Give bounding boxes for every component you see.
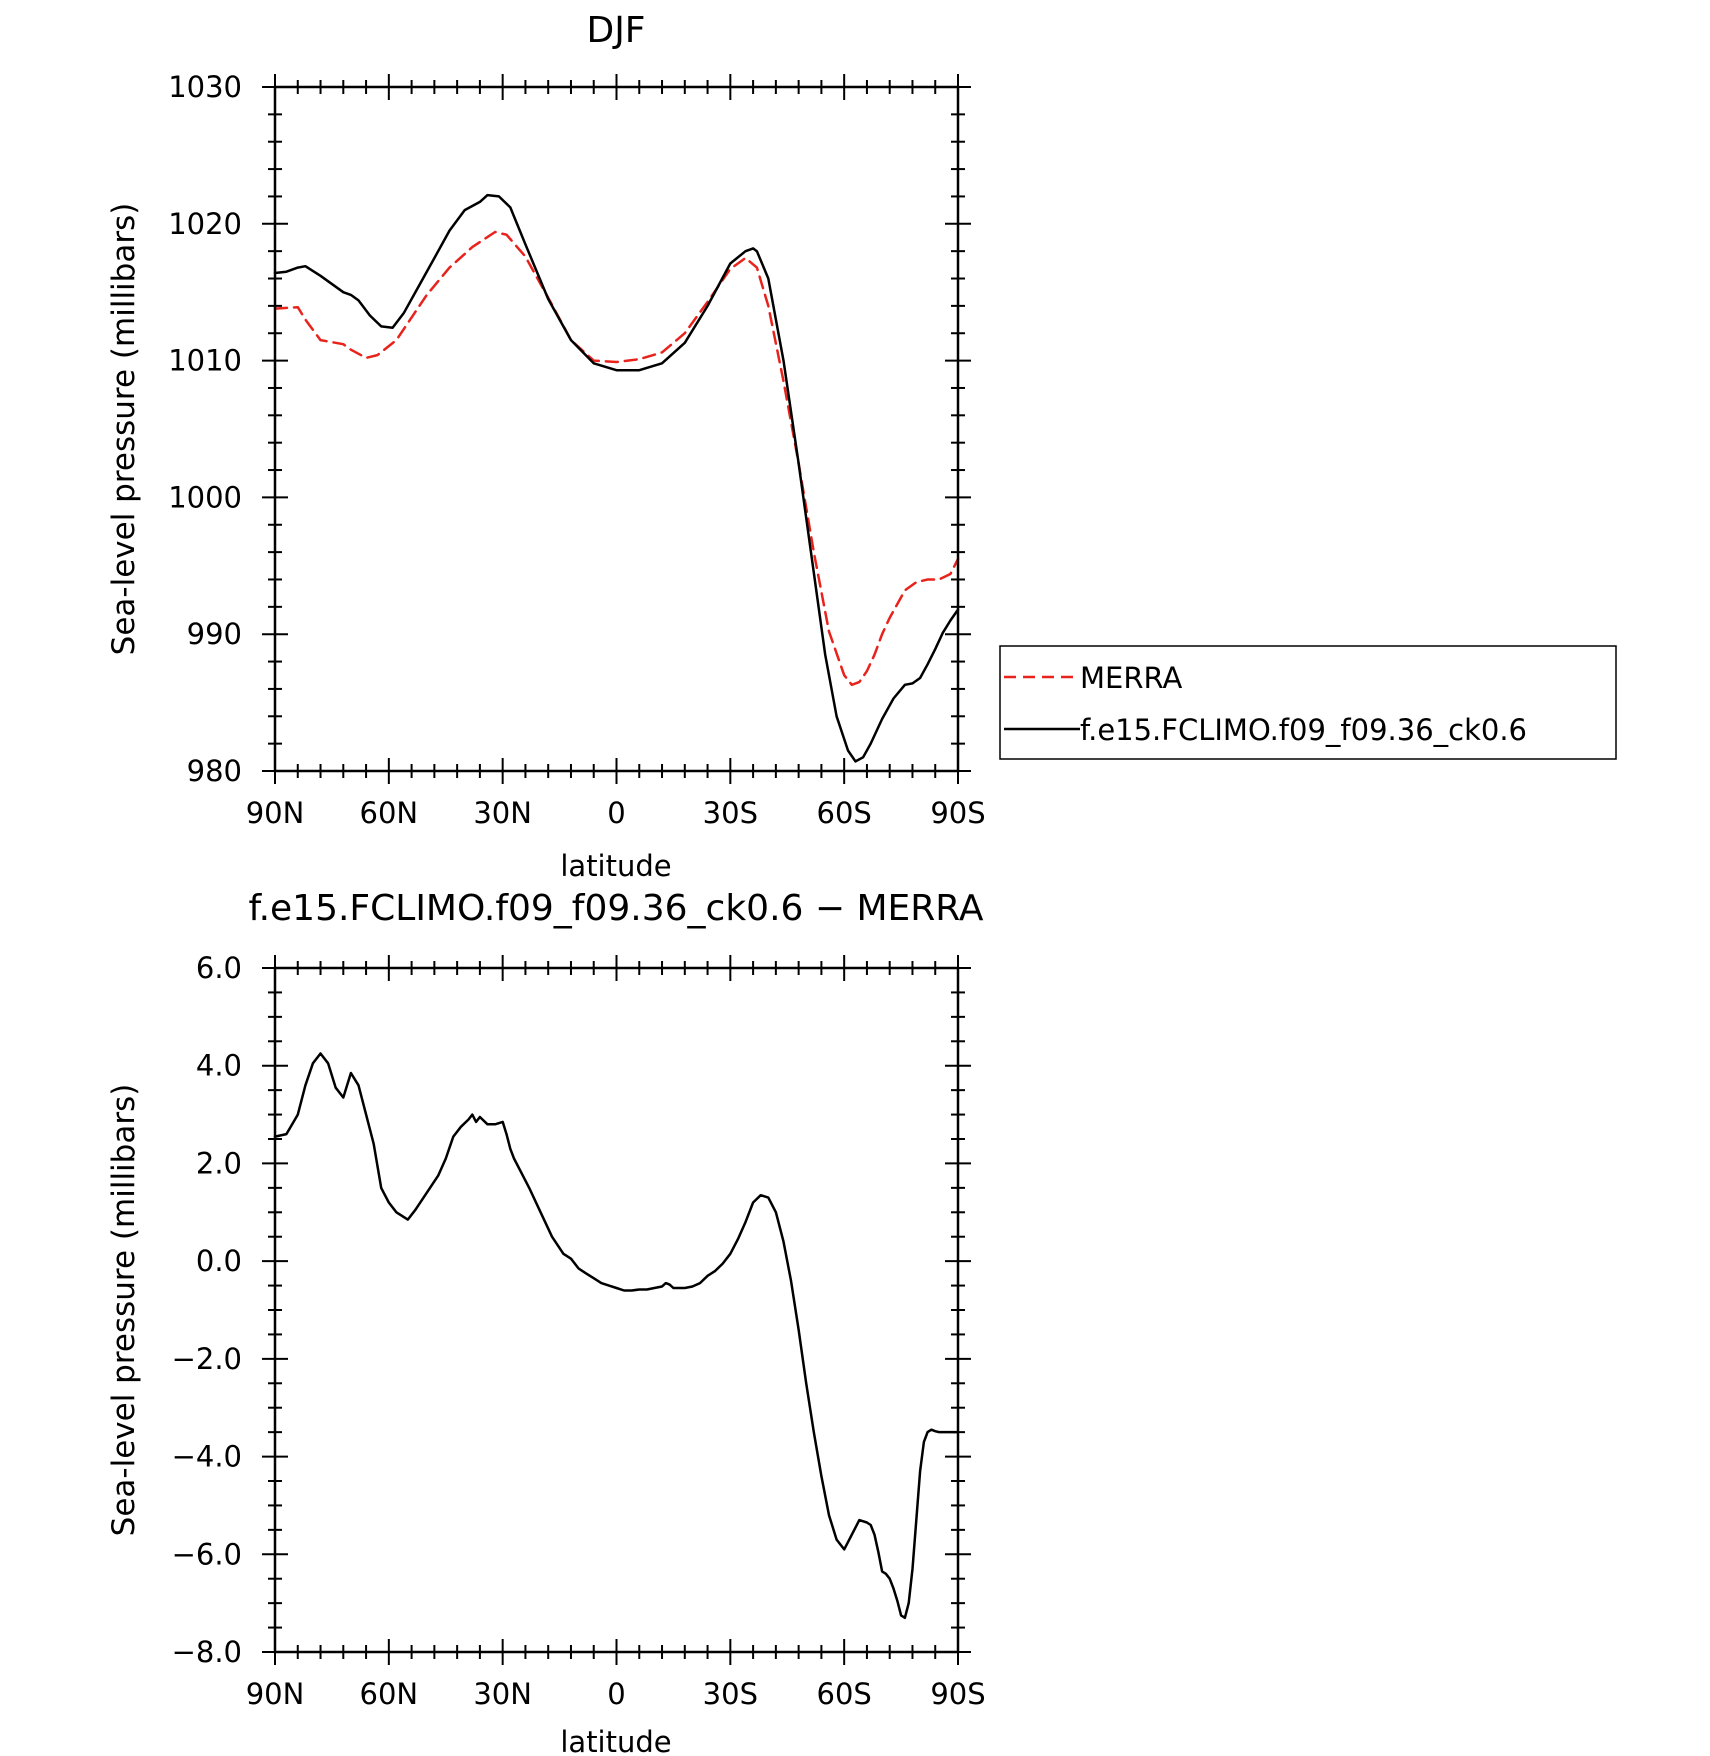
x-tick-label: 60S [817,796,872,830]
y-tick-label: −8.0 [172,1635,242,1669]
panel-2-plot-frame [273,966,960,1654]
panel-1-x-tick-labels: 90N 60N 30N 0 30S 60S 90S [246,796,986,830]
x-tick-label: 0 [607,1677,625,1711]
legend-label-model: f.e15.FCLIMO.f09_f09.36_ck0.6 [1080,713,1527,747]
panel-2-series-line-0 [273,1052,960,1620]
panel-2-title: f.e15.FCLIMO.f09_f09.36_ck0.6 − MERRA [249,888,984,929]
panel-1-ticks [262,74,971,784]
y-tick-label: 6.0 [196,951,242,985]
y-tick-label: 980 [187,754,242,788]
panel-2-y-tick-labels: 6.0 4.0 2.0 0.0 −2.0 −4.0 −6.0 −8.0 [172,951,242,1669]
y-tick-label: 1030 [168,70,242,104]
panel-1-plot-frame [273,85,960,773]
panel-2-x-axis-label: latitude [560,1725,671,1756]
y-tick-label: −2.0 [172,1342,242,1376]
x-tick-label: 60N [360,796,419,830]
x-tick-label: 30S [703,1677,758,1711]
panel-2-ticks [262,955,971,1665]
x-tick-label: 0 [607,796,625,830]
legend: MERRA f.e15.FCLIMO.f09_f09.36_ck0.6 [999,645,1617,760]
panel-2-x-tick-labels: 90N 60N 30N 0 30S 60S 90S [246,1677,986,1711]
y-tick-label: −4.0 [172,1440,242,1474]
legend-box [999,645,1617,760]
panel-1-x-axis-label: latitude [560,849,671,883]
y-tick-label: 990 [187,617,242,651]
panel-1-title: DJF [586,10,645,51]
y-tick-label: 1020 [168,207,242,241]
y-tick-label: 1010 [168,344,242,378]
panel-2-series [273,1052,960,1620]
panel-1-series-merra [273,230,960,687]
y-tick-label: −6.0 [172,1537,242,1571]
djf-pressure-panel: DJF 1030 1020 1010 1000 990 980 90N 60N 30N 0 30S… [106,10,1617,883]
y-tick-label: 4.0 [196,1049,242,1083]
x-tick-label: 60N [360,1677,419,1711]
x-tick-label: 90S [930,1677,985,1711]
x-tick-label: 30N [473,1677,532,1711]
difference-panel: f.e15.FCLIMO.f09_f09.36_ck0.6 − MERRA 6.… [106,888,986,1756]
panel-1-y-axis-label: Sea-level pressure (millibars) [106,203,142,656]
legend-label-merra: MERRA [1080,661,1182,695]
x-tick-label: 60S [817,1677,872,1711]
x-tick-label: 90S [930,796,985,830]
panel-1-series [273,193,960,763]
panel-2-y-axis-label: Sea-level pressure (millibars) [106,1084,142,1537]
x-tick-label: 90N [246,1677,305,1711]
panel-1-y-tick-labels: 1030 1020 1010 1000 990 980 [168,70,242,788]
panel-1-series-f-e15-fclimo-f09-f09-36-ck0-6 [273,193,960,763]
x-tick-label: 30N [473,796,532,830]
x-tick-label: 30S [703,796,758,830]
y-tick-label: 1000 [168,480,242,514]
y-tick-label: 2.0 [196,1146,242,1180]
x-tick-label: 90N [246,796,305,830]
y-tick-label: 0.0 [196,1244,242,1278]
